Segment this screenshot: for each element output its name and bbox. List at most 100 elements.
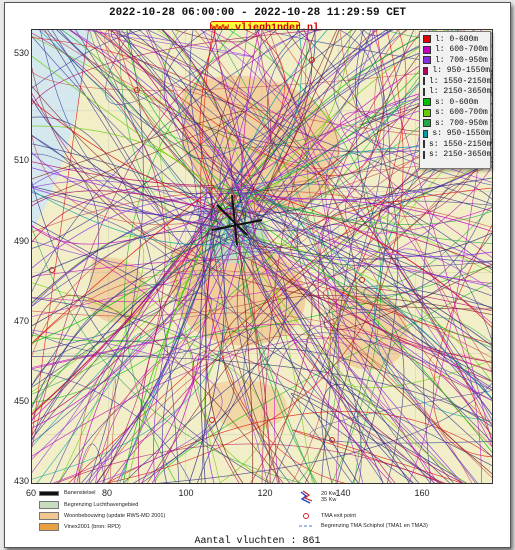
flight-track <box>226 205 316 483</box>
map-legend-item: Begrenzing Luchthavengebied <box>39 501 138 509</box>
noise-contour-icon <box>300 490 313 504</box>
x-tick-label: 120 <box>257 488 273 498</box>
flight-track <box>232 234 465 483</box>
noise-contour-legend: 20 Kw 35 Kw <box>299 490 336 504</box>
flight-track <box>76 443 106 483</box>
flight-track <box>421 183 492 483</box>
flight-track <box>32 212 244 429</box>
flight-track <box>395 248 492 415</box>
flight-track <box>32 230 230 278</box>
flight-track <box>213 30 258 199</box>
legend-item: l: 950-1550m <box>423 66 490 77</box>
flight-track <box>32 259 221 317</box>
legend-swatch <box>423 98 431 107</box>
flight-track <box>231 30 394 190</box>
flight-track <box>32 116 180 483</box>
flight-track <box>32 218 219 344</box>
flight-track <box>85 226 214 483</box>
flight-track <box>32 161 215 186</box>
legend-item: s: 700-950m <box>423 118 490 129</box>
flight-track <box>32 30 89 439</box>
flight-track <box>124 30 236 483</box>
tma-exit-legend: TMA exit point <box>299 512 356 520</box>
flight-track <box>32 186 215 344</box>
flight-track <box>233 192 254 483</box>
flight-track <box>238 233 492 383</box>
flight-track-map <box>31 29 493 484</box>
map-frame: 2022-10-28 06:00:00 - 2022-10-28 11:29:5… <box>4 2 511 548</box>
flight-track <box>433 224 492 458</box>
flight-track <box>110 30 492 205</box>
flight-track <box>32 30 374 460</box>
flight-track <box>290 187 492 345</box>
flight-track <box>213 30 338 483</box>
flight-track <box>32 284 384 483</box>
flight-track <box>252 177 492 217</box>
flight-track <box>204 200 247 483</box>
flight-track <box>161 215 224 483</box>
flight-track <box>126 30 243 199</box>
flight-track <box>61 30 215 212</box>
flight-track <box>182 30 407 159</box>
flight-track <box>90 30 482 483</box>
flight-track <box>255 186 492 399</box>
flight-track <box>236 30 310 188</box>
legend-item: l: 700-950m <box>423 55 490 66</box>
tma-exit-point-icon <box>134 87 140 93</box>
flight-track <box>32 297 235 483</box>
flight-track <box>116 185 208 483</box>
flight-track <box>32 30 305 293</box>
y-tick-label: 510 <box>13 155 29 165</box>
flight-track <box>128 30 247 216</box>
legend-item: l: 2150-3650m <box>423 87 491 98</box>
flight-track <box>217 30 263 201</box>
flight-track <box>344 30 492 234</box>
legend-swatch <box>423 77 425 86</box>
tma-boundary-icon <box>299 525 313 527</box>
flight-track <box>123 187 231 483</box>
flight-track <box>32 65 492 91</box>
legend-swatch <box>423 129 429 138</box>
map-legend-item: Banenstelsel <box>39 490 96 496</box>
flight-track <box>32 207 222 421</box>
flight-track <box>296 30 399 483</box>
flight-track <box>245 187 492 401</box>
flight-track <box>213 185 492 244</box>
flight-track <box>327 114 492 388</box>
flight-track <box>164 30 462 483</box>
legend-item: s: 1550-2150m <box>423 139 491 150</box>
flight-track <box>216 30 388 192</box>
flight-track <box>32 32 166 483</box>
legend-swatch <box>423 87 425 96</box>
flight-track <box>222 201 492 453</box>
legend-item: l: 600-700m <box>423 45 490 56</box>
tma-exit-point-icon <box>209 417 215 423</box>
flight-track <box>32 237 232 406</box>
flight-track <box>32 30 275 449</box>
flight-track <box>205 228 244 483</box>
flight-track <box>32 110 245 203</box>
flight-track <box>32 97 219 223</box>
flight-track <box>137 192 224 483</box>
flight-track <box>32 143 287 483</box>
x-tick-label: 80 <box>101 488 112 498</box>
runway-swatch <box>39 490 59 496</box>
tma-exit-point-icon <box>359 277 365 283</box>
flight-track <box>110 30 214 211</box>
flight-track <box>273 341 439 483</box>
flight-track <box>256 203 492 262</box>
flight-track <box>155 281 492 483</box>
flight-count: Aantal vluchten : 861 <box>194 536 321 547</box>
legend-item: s: 2150-3650m <box>423 150 491 161</box>
flight-track <box>32 210 212 304</box>
flight-track <box>214 202 466 483</box>
flight-track <box>371 30 492 445</box>
flight-track <box>103 378 116 483</box>
flight-track <box>292 429 463 483</box>
altitude-legend: l: 0-600m l: 600-700m l: 700-950m l: 950… <box>419 31 491 169</box>
flight-track <box>89 30 492 149</box>
flight-track <box>89 221 239 483</box>
flight-track <box>216 30 351 223</box>
flight-track <box>159 30 221 483</box>
flight-track <box>32 100 235 217</box>
